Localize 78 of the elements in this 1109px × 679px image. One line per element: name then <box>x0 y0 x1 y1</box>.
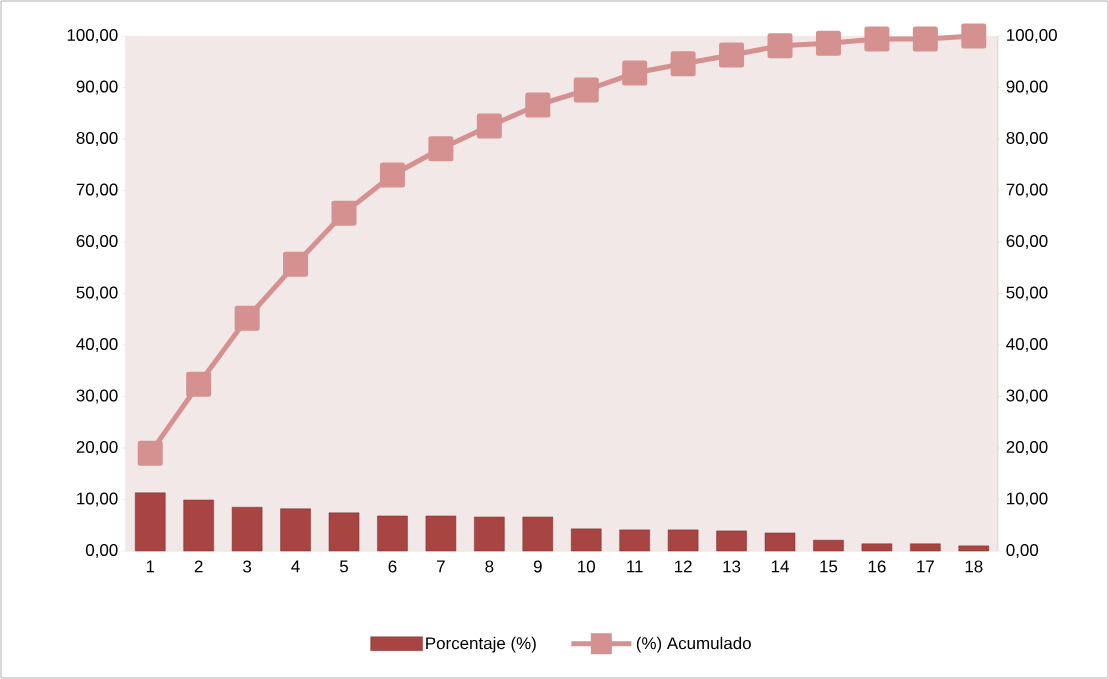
x-tick-label: 5 <box>339 560 348 573</box>
point <box>961 23 987 49</box>
x-tick-label: 6 <box>388 560 397 573</box>
point <box>912 26 938 52</box>
x-tick-label: 11 <box>627 560 643 573</box>
y2-tick-label: 30,00 <box>1006 389 1048 404</box>
bar <box>861 543 893 552</box>
bar <box>619 529 650 552</box>
x-tick-label: 13 <box>723 560 741 573</box>
point <box>622 60 648 86</box>
x-tick-label: 1 <box>146 560 155 573</box>
x-tick-label: 14 <box>771 560 789 573</box>
point <box>476 113 502 139</box>
y-tick-label: 10,00 <box>77 492 118 507</box>
x-tick-label: 17 <box>917 560 934 573</box>
y2-tick-label: 100,00 <box>1007 28 1057 43</box>
bar <box>716 530 747 552</box>
point <box>283 251 309 277</box>
y2-tick-label: 90,00 <box>1006 80 1048 95</box>
y-tick-label: 20,00 <box>76 440 118 455</box>
x-tick-label: 18 <box>965 560 983 573</box>
y-tick-label: 70,00 <box>76 183 118 198</box>
y-tick-label: 100,00 <box>67 28 118 43</box>
point <box>137 440 163 466</box>
y2-tick-label: 40,00 <box>1006 337 1048 352</box>
x-tick-label: 16 <box>868 560 886 573</box>
point <box>670 51 696 77</box>
x-tick-label: 3 <box>243 560 252 573</box>
bar <box>377 515 408 552</box>
bar <box>183 499 214 552</box>
y-tick-label: 50,00 <box>76 286 118 301</box>
y-tick-label: 40,00 <box>76 337 118 352</box>
point <box>428 136 454 162</box>
bar <box>231 506 263 552</box>
x-tick-label: 4 <box>291 560 300 573</box>
y2-tick-label: 60,00 <box>1006 234 1048 249</box>
point <box>719 42 745 68</box>
y-tick-label: 80,00 <box>76 131 118 146</box>
bar <box>910 543 941 552</box>
point <box>186 371 212 397</box>
bar <box>328 512 360 552</box>
x-tick-label: 12 <box>675 560 692 573</box>
bar <box>958 545 990 552</box>
point <box>573 77 599 103</box>
y-tick-label: 90,00 <box>76 80 118 95</box>
bar <box>474 516 505 552</box>
x-tick-label: 9 <box>533 560 542 573</box>
y2-tick-label: 20,00 <box>1006 440 1048 455</box>
y2-tick-label: 10,00 <box>1007 492 1048 507</box>
bar <box>280 508 311 552</box>
x-tick-label: 2 <box>194 560 203 573</box>
point <box>331 200 357 226</box>
x-tick-label: 10 <box>578 560 595 573</box>
bar <box>813 539 844 552</box>
bar <box>667 529 699 552</box>
point <box>767 33 793 59</box>
bar <box>522 516 554 552</box>
y-tick-label: 0,00 <box>85 543 118 558</box>
point <box>525 92 551 118</box>
y2-tick-label: 50,00 <box>1006 286 1048 301</box>
y2-tick-label: 80,00 <box>1006 131 1048 146</box>
point <box>864 26 890 52</box>
x-tick-label: 15 <box>820 560 838 573</box>
y2-tick-label: 0,00 <box>1006 543 1039 558</box>
point <box>815 30 841 56</box>
bar <box>134 492 166 552</box>
x-tick-label: 7 <box>437 560 445 573</box>
y-tick-label: 30,00 <box>76 389 118 404</box>
bar <box>425 515 457 552</box>
bar <box>570 528 602 552</box>
y-tick-label: 60,00 <box>76 234 118 249</box>
point <box>379 162 405 188</box>
legend-label: Porcentaje (%) <box>426 636 536 653</box>
y2-tick-label: 70,00 <box>1006 183 1048 198</box>
x-tick-label: 8 <box>485 560 494 573</box>
legend-label: (%) Acumulado <box>636 636 751 653</box>
bar <box>764 532 796 552</box>
point <box>234 305 260 331</box>
